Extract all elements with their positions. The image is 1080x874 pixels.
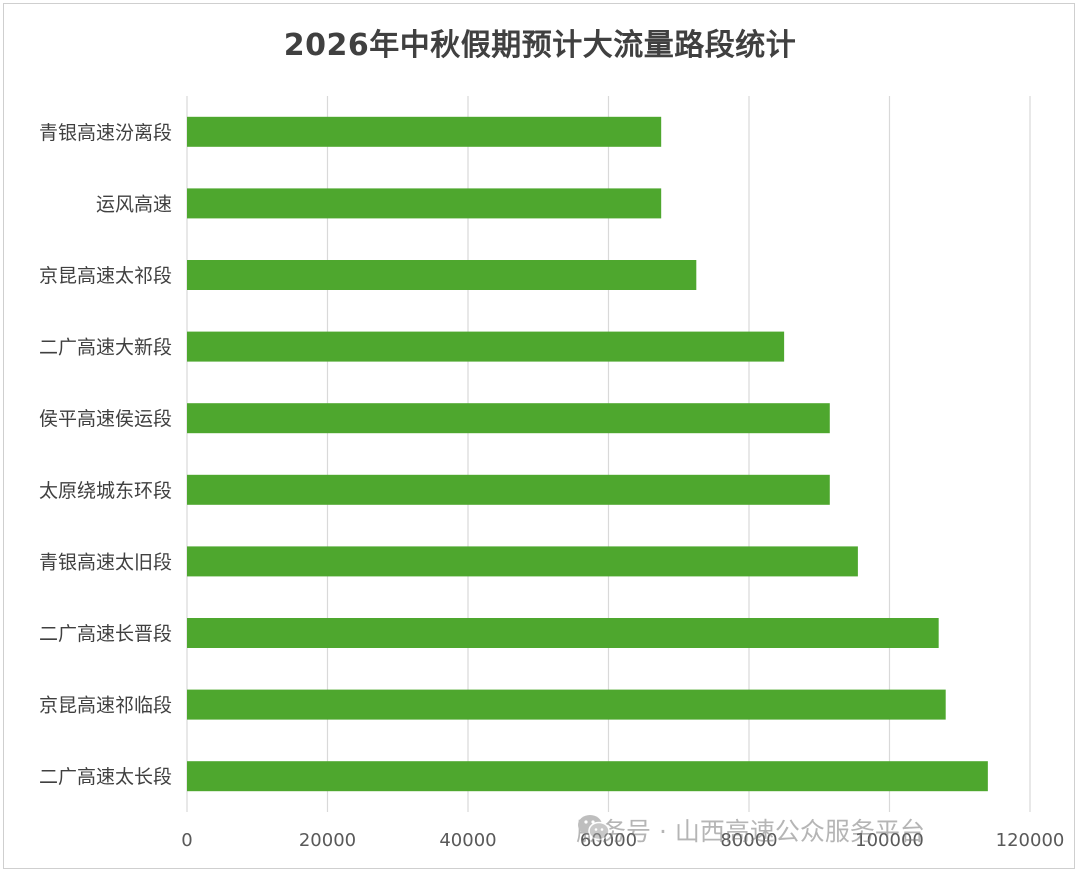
- bar: [187, 474, 830, 505]
- x-tick-label: 40000: [439, 830, 496, 851]
- bar: [187, 546, 858, 577]
- category-label: 二广高速太长段: [39, 766, 172, 788]
- category-label: 青银高速汾离段: [39, 122, 172, 144]
- category-label: 运风高速: [96, 193, 172, 215]
- x-tick-labels: 0 20000 40000 60000 80000 100000 120000: [181, 830, 1064, 851]
- bar: [187, 188, 662, 219]
- chart-frame: [3, 3, 1075, 869]
- bar: [187, 260, 697, 290]
- chart-title: 2026年中秋假期预计大流量路段统计: [283, 28, 797, 63]
- category-label: 太原绕城东环段: [39, 480, 172, 502]
- x-tick-label: 80000: [720, 830, 777, 851]
- wechat-icon: [578, 815, 610, 841]
- bar: [187, 331, 785, 362]
- category-label: 二广高速大新段: [39, 337, 172, 359]
- category-label: 青银高速太旧段: [39, 551, 172, 573]
- bars: [187, 116, 988, 792]
- category-label: 二广高速长晋段: [39, 623, 172, 645]
- bar: [187, 689, 946, 720]
- watermark: 服务号 · 山西高速公众服务平台: [576, 810, 925, 850]
- bar: [187, 116, 662, 147]
- category-label: 京昆高速祁临段: [39, 695, 172, 717]
- watermark-text: 服务号 · 山西高速公众服务平台: [576, 817, 925, 846]
- x-tick-label: 20000: [299, 830, 356, 851]
- x-tick-label: 120000: [996, 830, 1065, 851]
- x-tick-label: 0: [181, 830, 192, 851]
- bar: [187, 618, 939, 648]
- category-labels: 青银高速汾离段运风高速京昆高速太祁段二广高速大新段侯平高速侯运段太原绕城东环段青…: [39, 122, 172, 788]
- bar: [187, 403, 830, 434]
- category-label: 京昆高速太祁段: [39, 265, 172, 287]
- x-tick-label: 100000: [855, 830, 924, 851]
- category-label: 侯平高速侯运段: [39, 408, 172, 430]
- bar: [187, 761, 988, 792]
